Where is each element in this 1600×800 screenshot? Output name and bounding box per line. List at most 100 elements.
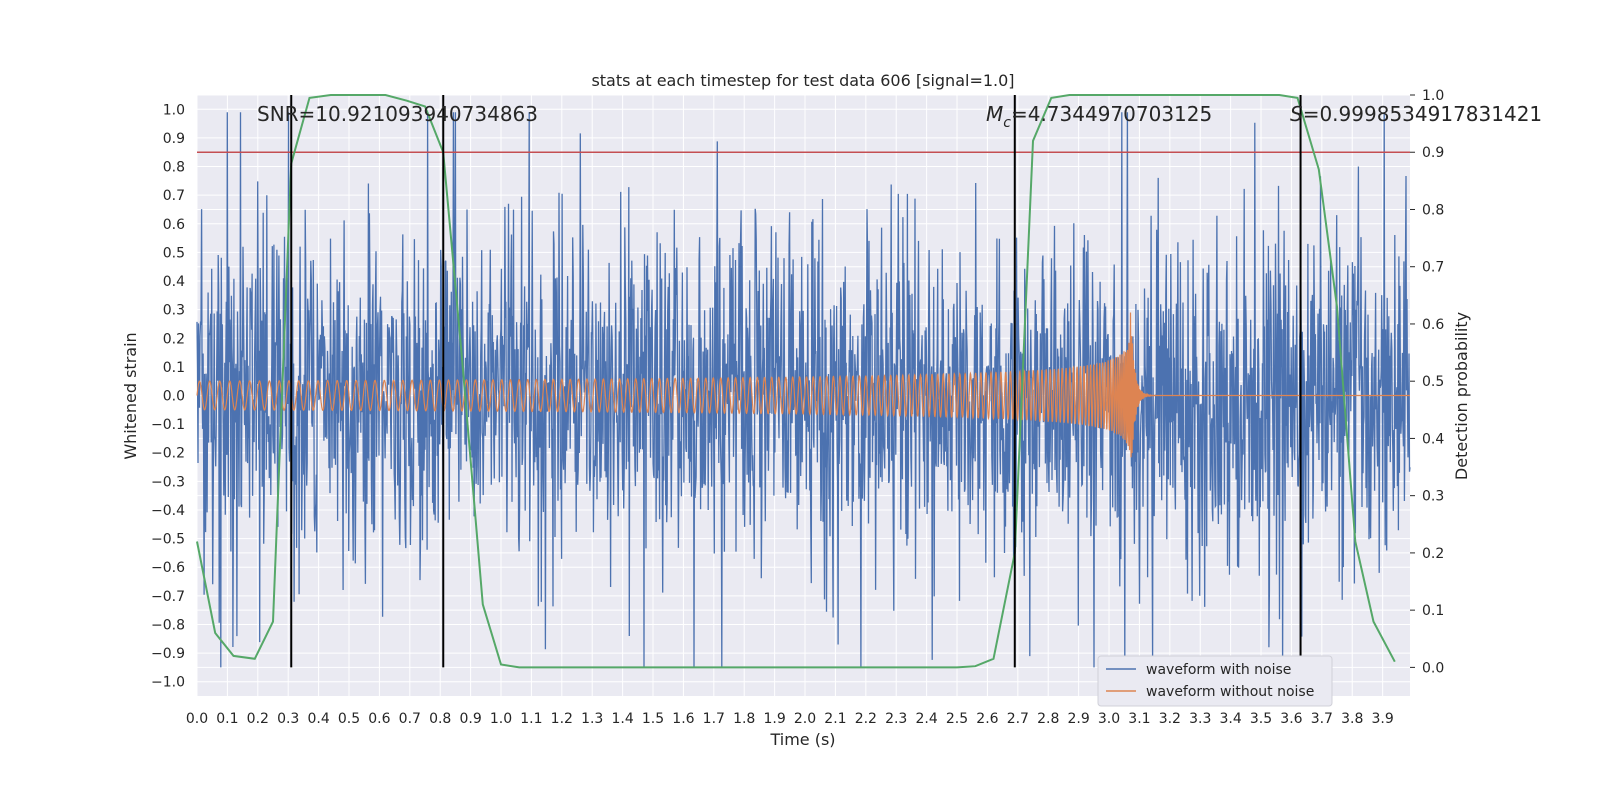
y2-tick-label: 0.6 [1422, 317, 1444, 333]
s-annotation: S=0.9998534917831421 [1290, 102, 1542, 126]
x-tick-label: 2.3 [885, 711, 907, 727]
y-tick-label: −0.3 [151, 474, 185, 490]
x-tick-label: 3.6 [1280, 711, 1302, 727]
x-tick-label: 2.4 [915, 711, 937, 727]
y-tick-label: 1.0 [163, 102, 185, 118]
x-tick-label: 0.1 [216, 711, 238, 727]
x-tick-label: 3.5 [1250, 711, 1272, 727]
y-tick-label: −0.6 [151, 560, 185, 576]
y2-tick-label: 0.7 [1422, 260, 1444, 276]
x-tick-label: 1.8 [733, 711, 755, 727]
mc-value: =4.7344970703125 [1011, 102, 1212, 126]
s-symbol: S [1290, 102, 1303, 126]
x-tick-label: 2.0 [794, 711, 816, 727]
x-tick-label: 3.4 [1220, 711, 1242, 727]
s-value: =0.9998534917831421 [1303, 102, 1542, 126]
probability-line [196, 94, 1396, 669]
y-tick-label: 0.3 [163, 303, 185, 319]
vertical-markers [290, 95, 1302, 668]
y-axis-ticks: 1.0 0.9 0.8 0.7 0.6 0.5 0.4 0.3 0.2 0.1 0.0 −0.1 −0.… [151, 102, 185, 690]
x-axis-label: Time (s) [769, 730, 835, 749]
y2-tick-label: 0.5 [1422, 374, 1444, 390]
legend: waveform with noise waveform without noi… [1097, 655, 1333, 707]
x-tick-label: 3.8 [1341, 711, 1363, 727]
mc-annotation: Mc=4.7344970703125 [986, 102, 1212, 131]
y-axis-label: Whitened strain [121, 332, 140, 459]
y2-axis-ticks: 1.0 0.9 0.8 0.7 0.6 0.5 0.4 0.3 0.2 0.1 0.0 [1410, 88, 1444, 676]
y2-tick-label: 0.8 [1422, 202, 1444, 218]
annotations: SNR=10.921093940734863 Mc=4.734497070312… [257, 102, 1542, 131]
x-tick-label: 2.5 [946, 711, 968, 727]
x-tick-label: 2.1 [824, 711, 846, 727]
series-waveform-with-noise [196, 112, 1411, 668]
y-tick-label: 0.2 [163, 331, 185, 347]
x-tick-label: 2.9 [1067, 711, 1089, 727]
y-tick-label: 0.7 [163, 188, 185, 204]
y-tick-label: 0.4 [163, 274, 185, 290]
x-tick-label: 1.1 [520, 711, 542, 727]
y-tick-label: −0.4 [151, 503, 185, 519]
x-tick-label: 0.2 [247, 711, 269, 727]
x-tick-label: 2.6 [976, 711, 998, 727]
x-tick-label: 1.3 [581, 711, 603, 727]
y-tick-label: 0.0 [163, 389, 185, 405]
legend-label-noise: waveform with noise [1146, 662, 1291, 678]
x-tick-label: 0.3 [277, 711, 299, 727]
x-tick-label: 1.5 [642, 711, 664, 727]
x-tick-label: 0.4 [307, 711, 329, 727]
y-tick-label: 0.8 [163, 160, 185, 176]
x-tick-label: 1.6 [672, 711, 694, 727]
y-tick-label: −0.9 [151, 646, 185, 662]
x-tick-label: 0.6 [368, 711, 390, 727]
x-tick-label: 1.4 [611, 711, 633, 727]
x-tick-label: 1.9 [763, 711, 785, 727]
y-tick-label: −0.5 [151, 532, 185, 548]
y2-tick-label: 0.4 [1422, 431, 1444, 447]
x-tick-label: 1.0 [490, 711, 512, 727]
x-tick-label: 2.7 [1007, 711, 1029, 727]
x-axis-ticks: 0.0 0.1 0.2 0.3 0.4 0.5 0.6 0.7 0.8 0.9 1.0 1.1 1.2 1… [186, 711, 1394, 727]
legend-label-clean: waveform without noise [1146, 684, 1314, 700]
chart-title: stats at each timestep for test data 606… [591, 71, 1014, 90]
snr-annotation: SNR=10.921093940734863 [257, 102, 538, 126]
x-tick-label: 3.2 [1159, 711, 1181, 727]
x-tick-label: 0.7 [399, 711, 421, 727]
y-tick-label: 0.9 [163, 131, 185, 147]
x-tick-label: 1.2 [551, 711, 573, 727]
x-tick-label: 2.2 [855, 711, 877, 727]
x-tick-label: 0.5 [338, 711, 360, 727]
mc-subscript: c [1003, 115, 1011, 131]
y-tick-label: 0.1 [163, 360, 185, 376]
x-tick-label: 0.9 [459, 711, 481, 727]
y2-tick-label: 1.0 [1422, 88, 1444, 104]
y-tick-label: −0.8 [151, 617, 185, 633]
y-tick-label: −1.0 [151, 675, 185, 691]
series-waveform-without-noise [196, 312, 1410, 458]
y-tick-label: −0.7 [151, 589, 185, 605]
noise-line [196, 112, 1411, 668]
y-tick-label: −0.2 [151, 446, 185, 462]
y-tick-label: 0.5 [163, 245, 185, 261]
series-detection-probability [196, 94, 1396, 669]
x-tick-label: 2.8 [1037, 711, 1059, 727]
chirp-line [196, 312, 1410, 458]
y2-tick-label: 0.9 [1422, 145, 1444, 161]
x-tick-label: 1.7 [703, 711, 725, 727]
y-tick-label: −0.1 [151, 417, 185, 433]
legend-box [1097, 655, 1333, 707]
y2-tick-label: 0.2 [1422, 546, 1444, 562]
y-tick-label: 0.6 [163, 217, 185, 233]
y2-tick-label: 0.3 [1422, 489, 1444, 505]
x-tick-label: 0.8 [429, 711, 451, 727]
mc-symbol: M [986, 102, 1003, 126]
y2-tick-label: 0.1 [1422, 603, 1444, 619]
x-tick-label: 0.0 [186, 711, 208, 727]
x-tick-label: 3.1 [1128, 711, 1150, 727]
x-tick-label: 3.0 [1098, 711, 1120, 727]
y2-tick-label: 0.0 [1422, 660, 1444, 676]
x-tick-label: 3.7 [1311, 711, 1333, 727]
x-tick-label: 3.3 [1189, 711, 1211, 727]
y2-axis-label: Detection probability [1452, 312, 1471, 480]
x-tick-label: 3.9 [1372, 711, 1394, 727]
